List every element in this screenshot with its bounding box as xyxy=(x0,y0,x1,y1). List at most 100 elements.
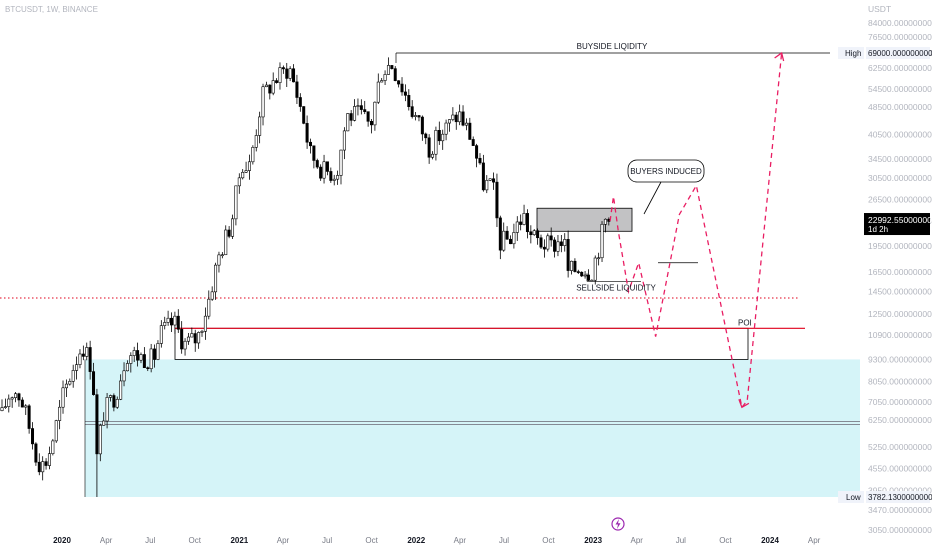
candle-body xyxy=(410,106,414,117)
candle-body xyxy=(464,122,468,126)
candle-body xyxy=(129,355,133,364)
price-axis-tick: 16500.0000000000 xyxy=(868,267,932,277)
candle-body xyxy=(132,350,136,356)
time-axis-tick: Oct xyxy=(189,536,202,545)
candle-body xyxy=(356,105,360,107)
candle-body xyxy=(105,397,109,422)
candle-body xyxy=(397,80,401,85)
price-axis-tick: 4550.0000000000 xyxy=(868,464,932,474)
candle-body xyxy=(122,370,126,382)
candle-body xyxy=(0,407,4,411)
low-tag-bg xyxy=(838,491,864,503)
candle-body xyxy=(275,80,279,83)
candle-body xyxy=(17,393,21,401)
candle-body xyxy=(339,149,343,176)
candle-body xyxy=(454,114,458,123)
candle-body xyxy=(285,68,289,79)
candle-body xyxy=(485,180,489,191)
candle-body xyxy=(549,235,553,241)
poi-label: POI xyxy=(738,318,752,327)
candle-body xyxy=(81,353,85,357)
candle-body xyxy=(536,230,540,239)
callout-box xyxy=(627,159,705,183)
lightning-icon[interactable] xyxy=(611,517,625,531)
candle-body xyxy=(149,348,153,370)
candle-body xyxy=(163,322,167,326)
candle-body xyxy=(332,178,336,181)
candle-body xyxy=(553,239,557,252)
candle-body xyxy=(539,237,543,248)
candle-body xyxy=(403,91,407,96)
candle-body xyxy=(193,333,197,344)
candle-body xyxy=(322,161,326,179)
time-axis-tick: 2020 xyxy=(53,536,71,545)
candle-body xyxy=(224,229,228,256)
candle-body xyxy=(200,330,204,333)
candle-body xyxy=(85,347,89,357)
candle-body xyxy=(139,354,143,361)
candle-body xyxy=(58,406,62,421)
candle-body xyxy=(573,260,577,272)
candle-body xyxy=(376,81,380,103)
high-value: 69000.0000000000 xyxy=(868,49,932,58)
candle-body xyxy=(420,116,424,135)
candle-body xyxy=(95,394,99,455)
sellside-liquidity-label: SELLSIDE LIQUIDITY xyxy=(576,283,656,292)
candle-body xyxy=(281,67,285,70)
price-tags: High 69000.0000000000 22992.55000000001d 2… xyxy=(838,47,932,503)
candle-body xyxy=(37,461,41,473)
candle-body xyxy=(305,123,309,143)
candle-body xyxy=(271,80,275,94)
candle-body xyxy=(61,387,65,408)
candle-body xyxy=(597,257,601,260)
candle-body xyxy=(319,166,323,179)
high-tag-label: High xyxy=(845,49,861,58)
candle-body xyxy=(170,317,174,326)
price-axis-tick: 8050.0000000000 xyxy=(868,377,932,387)
candle-body xyxy=(10,397,14,400)
forecast-arrowhead-low xyxy=(738,399,750,409)
candle-body xyxy=(227,229,231,237)
time-axis[interactable]: 2020 Apr Jul Oct 2021 Apr Jul Oct 2022 Apr Jul Oct 2… xyxy=(53,536,821,545)
candle-body xyxy=(217,254,221,266)
candle-body xyxy=(88,347,92,372)
candle-body xyxy=(288,68,292,79)
candle-body xyxy=(346,113,350,132)
candle-body xyxy=(292,68,296,83)
candle-body xyxy=(393,68,397,81)
high-tag-bg xyxy=(838,47,864,59)
candle-body xyxy=(461,111,465,126)
time-axis-tick: Apr xyxy=(277,536,290,545)
candle-body xyxy=(197,332,201,344)
candle-body xyxy=(146,367,150,370)
candle-body xyxy=(153,348,157,360)
candle-body xyxy=(142,354,146,368)
candle-body xyxy=(505,230,509,240)
candle-body xyxy=(325,161,329,172)
candle-body xyxy=(278,67,282,83)
candle-body xyxy=(244,170,248,173)
candle-body xyxy=(64,383,68,389)
price-axis-tick: 7050.0000000000 xyxy=(868,397,932,407)
currency-label: USDT xyxy=(868,4,891,14)
candle-body xyxy=(349,113,353,121)
time-axis-tick: Jul xyxy=(499,536,509,545)
price-axis-tick: 3470.0000000000 xyxy=(868,505,932,515)
candle-body xyxy=(458,111,462,123)
candle-body xyxy=(308,141,312,147)
candle-body xyxy=(186,336,190,342)
candle-body xyxy=(508,238,512,245)
candle-body xyxy=(156,343,160,360)
candle-body xyxy=(586,274,590,281)
time-axis-tick: Apr xyxy=(631,536,644,545)
time-axis-tick: Apr xyxy=(454,536,467,545)
candle-body xyxy=(20,399,24,408)
candle-body xyxy=(492,178,496,183)
price-axis-tick: 12500.0000000000 xyxy=(868,309,932,319)
candle-body xyxy=(383,74,387,81)
candle-body xyxy=(475,145,479,159)
candle-body xyxy=(298,97,302,107)
candle-body xyxy=(125,363,129,372)
candle-body xyxy=(261,86,265,118)
